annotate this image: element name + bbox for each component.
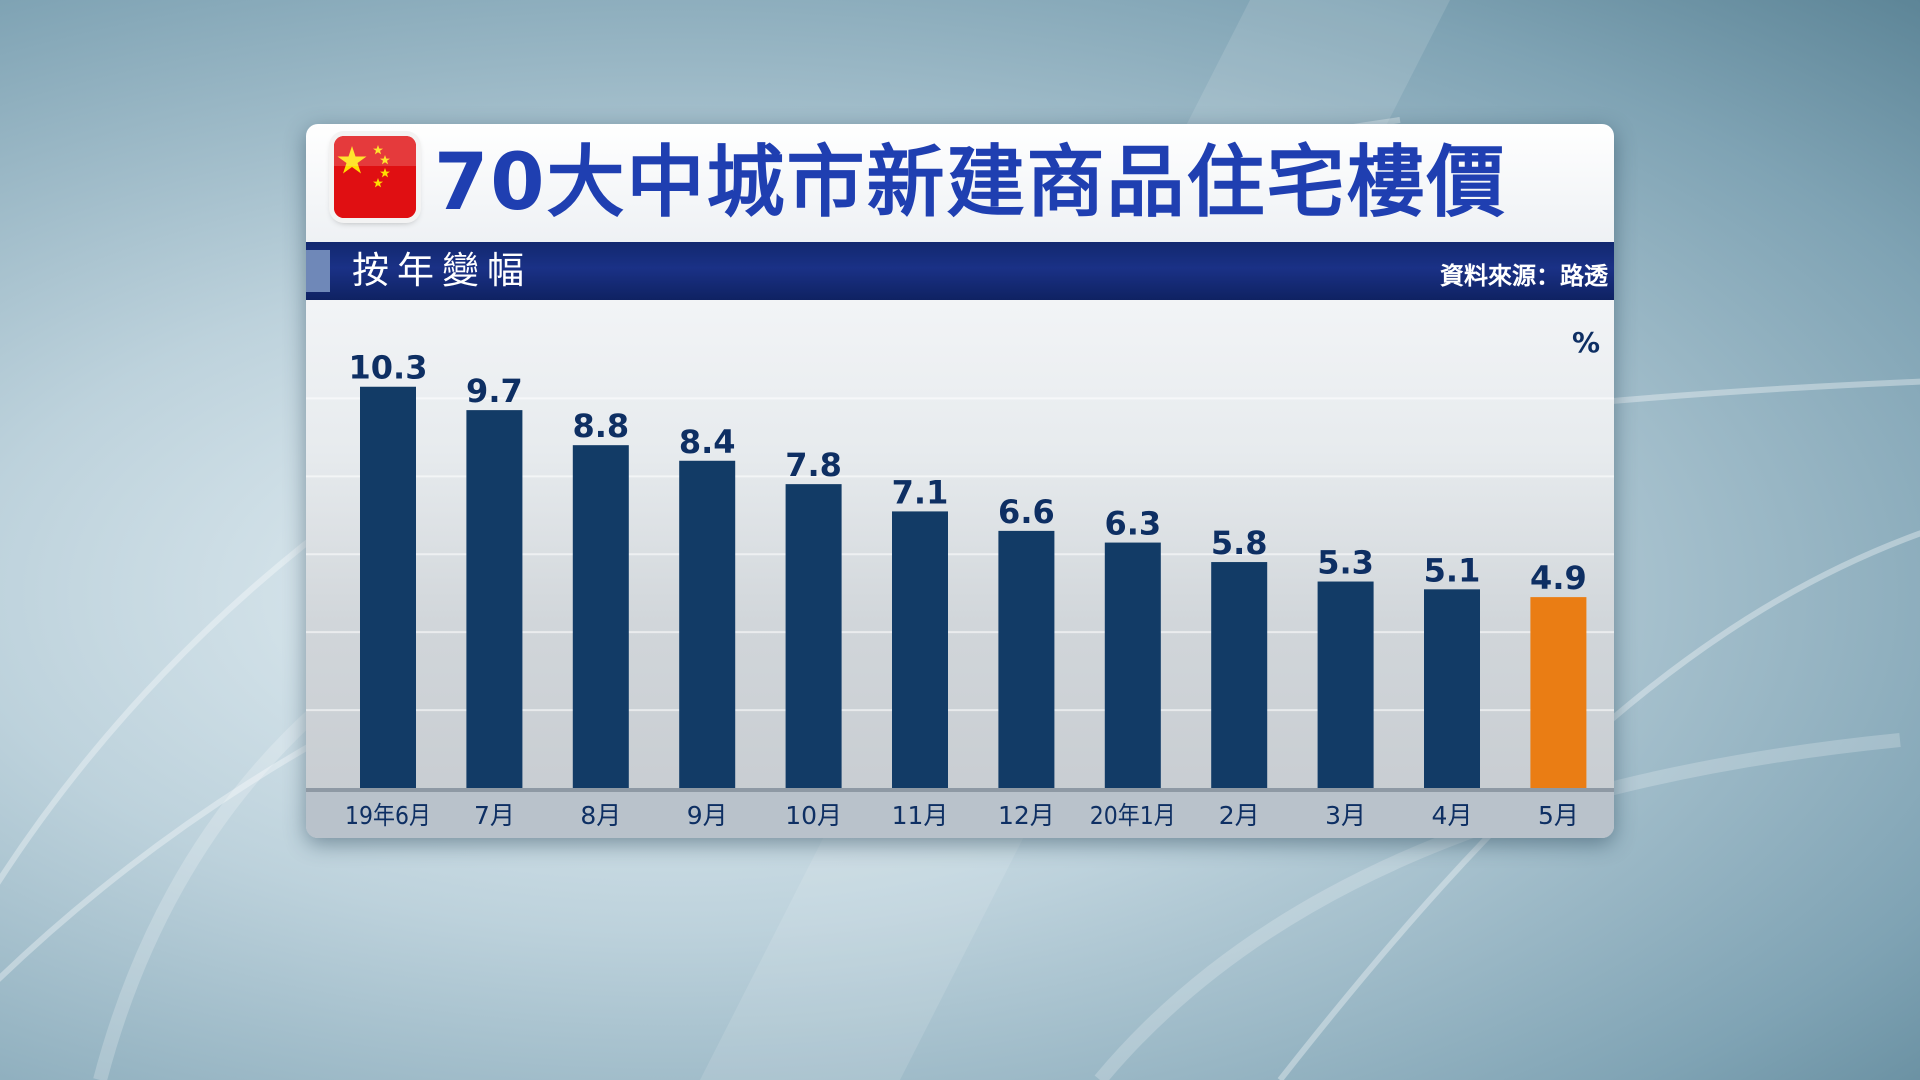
data-source: 資料來源：路透	[1440, 262, 1608, 290]
value-label-12: 4.9	[1530, 559, 1587, 597]
title-bar: 70大中城市新建商品住宅樓價	[306, 124, 1614, 242]
category-label-10: 3月	[1325, 801, 1366, 830]
value-label-10: 5.3	[1317, 544, 1374, 582]
category-label-9: 2月	[1219, 801, 1260, 830]
value-label-1: 10.3	[349, 349, 428, 387]
bar-2	[466, 410, 523, 788]
bar-7	[998, 530, 1055, 788]
x-axis-line	[306, 788, 1614, 792]
value-label-4: 8.4	[679, 423, 736, 461]
bar-11	[1424, 589, 1480, 788]
category-label-5: 10月	[785, 801, 842, 830]
subtitle-accent	[306, 250, 330, 292]
category-label-8: 20年1月	[1090, 801, 1176, 830]
category-labels: 19年6月 7月 8月 9月 10月 11月 12月 20年1月 2月 3月 4月 5月	[345, 801, 1579, 830]
value-label-9: 5.8	[1211, 524, 1268, 562]
value-label-2: 9.7	[466, 372, 523, 410]
chart-panel: 70大中城市新建商品住宅樓價 按年變幅 資料來源：路透 % 10.3 9.7 8.8…	[306, 124, 1614, 838]
category-label-2: 7月	[474, 801, 515, 830]
value-label-5: 7.8	[785, 446, 842, 484]
category-label-11: 4月	[1432, 801, 1473, 830]
value-label-8: 6.3	[1104, 505, 1161, 543]
value-label-6: 7.1	[892, 473, 949, 511]
unit-label: %	[1572, 326, 1600, 359]
chart-title: 70大中城市新建商品住宅樓價	[434, 138, 1507, 228]
x-axis-band	[306, 790, 1614, 838]
bar-4	[679, 460, 736, 788]
bars	[360, 386, 1587, 788]
category-label-12: 5月	[1538, 801, 1579, 830]
bar-10	[1317, 581, 1374, 788]
bar-chart: % 10.39.78.8 8.47.87.16.6 6.35.85.3 5.1 4.9 …	[306, 326, 1614, 838]
chart-subtitle: 按年變幅	[352, 249, 532, 292]
category-label-1: 19年6月	[345, 801, 431, 830]
bar-5	[785, 484, 842, 788]
category-label-4: 9月	[687, 801, 728, 830]
value-labels: 10.3 9.7 8.8 8.4 7.8 7.1 6.6 6.3 5.8 5.3 5.1 4.9	[349, 349, 1587, 597]
value-label-11: 5.1	[1424, 551, 1481, 589]
bar-6	[892, 511, 948, 788]
subtitle-bar: 按年變幅 資料來源：路透	[306, 242, 1614, 300]
bar-12	[1530, 597, 1587, 788]
value-label-7: 6.6	[998, 493, 1055, 531]
value-label-3: 8.8	[572, 407, 629, 445]
category-label-3: 8月	[580, 801, 621, 830]
china-flag-icon	[334, 136, 416, 218]
bar-8	[1104, 542, 1161, 788]
bar-3	[572, 445, 629, 788]
gridlines	[306, 397, 1614, 712]
chart-area: % 10.3 9.7 8.8 8.4 7.8 7.1 6.6 6.3 5.8 5.3 5.1 4.9 …	[306, 300, 1614, 838]
category-label-7: 12月	[998, 801, 1055, 830]
bar-1	[360, 386, 416, 788]
bar-9	[1211, 562, 1268, 788]
category-label-6: 11月	[892, 801, 949, 830]
